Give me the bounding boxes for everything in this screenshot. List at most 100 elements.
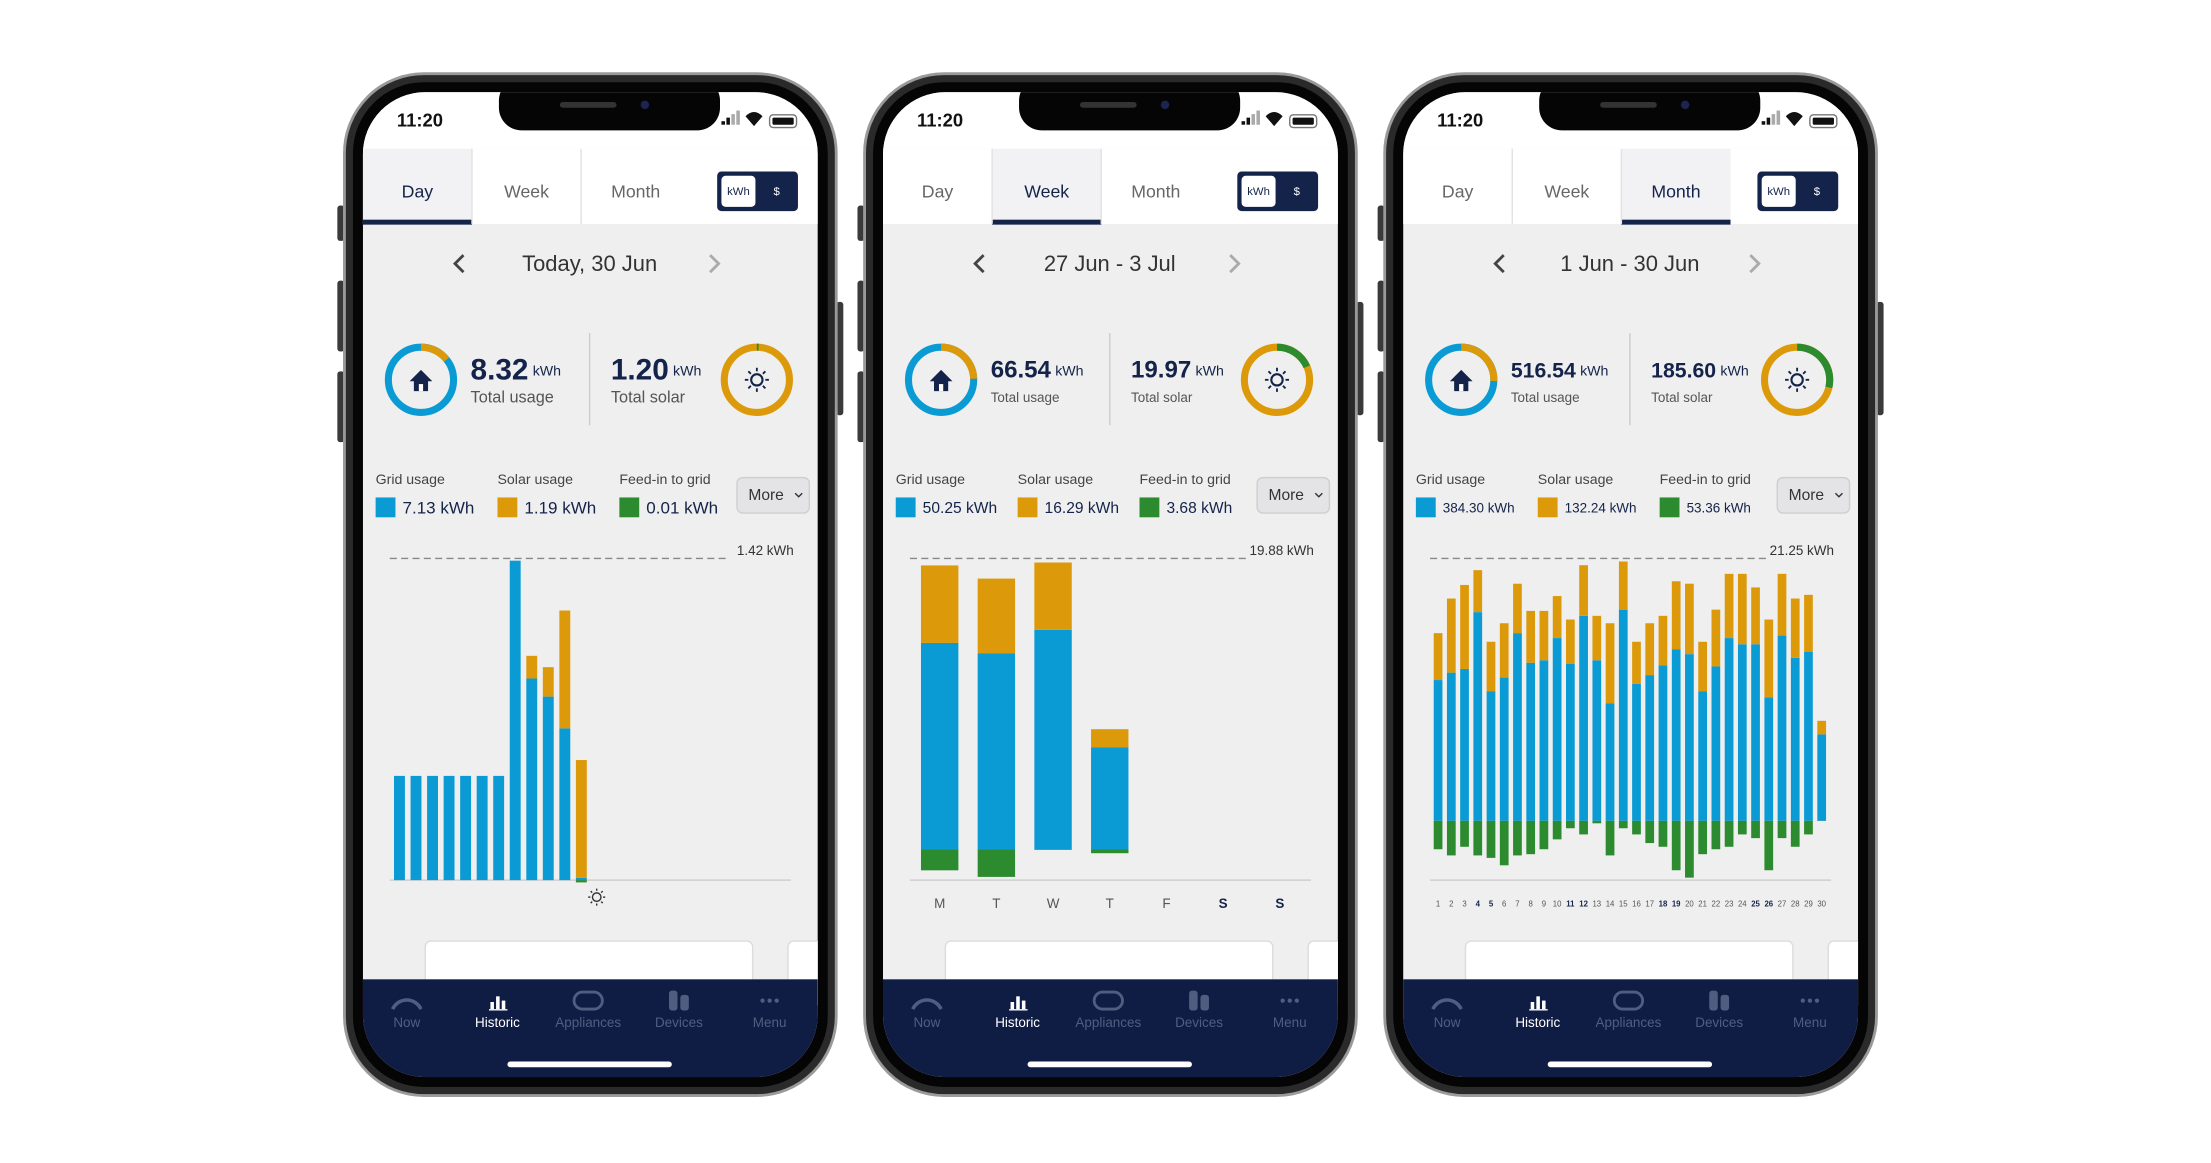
x-tick-label: 7 bbox=[1515, 899, 1519, 908]
nav-label[interactable]: Now bbox=[1434, 1015, 1461, 1030]
sun-ray bbox=[1802, 385, 1807, 389]
unit-option[interactable]: kWh bbox=[1767, 186, 1790, 198]
nav-label[interactable]: Menu bbox=[753, 1015, 787, 1030]
unit-option[interactable]: kWh bbox=[727, 186, 750, 198]
unit-option[interactable]: $ bbox=[774, 186, 781, 198]
date-label: 1 Jun - 30 Jun bbox=[1560, 251, 1699, 276]
unit: kWh bbox=[533, 363, 561, 379]
grid-bar bbox=[1671, 649, 1681, 821]
solar-bar bbox=[1446, 598, 1456, 673]
nav-icon bbox=[391, 998, 423, 1010]
screen-bg bbox=[882, 92, 1338, 1078]
sun-ray bbox=[590, 901, 593, 904]
nav-label[interactable]: Appliances bbox=[1075, 1015, 1141, 1030]
screen: 11:20 Day Week Month kWh $27 Jun - 3 Jul 66.54… bbox=[882, 92, 1338, 1078]
tab[interactable]: Week bbox=[504, 181, 549, 201]
nav-bar bbox=[882, 979, 1338, 1078]
nav-label[interactable]: Appliances bbox=[555, 1015, 621, 1030]
nav-label[interactable]: Appliances bbox=[1596, 1015, 1662, 1030]
value: 8.32 bbox=[471, 353, 529, 386]
tab[interactable]: Day bbox=[402, 181, 434, 201]
feed-in-bar bbox=[1592, 820, 1602, 824]
legend-swatch bbox=[1139, 497, 1160, 518]
x-tick-label: S bbox=[1275, 896, 1284, 911]
grid-bar bbox=[1817, 734, 1827, 821]
nav-icon bbox=[1200, 994, 1209, 1011]
nav-label[interactable]: Devices bbox=[1695, 1015, 1743, 1030]
nav-icon bbox=[1280, 998, 1285, 1003]
sun-ray bbox=[1787, 385, 1792, 389]
nav-icon bbox=[767, 998, 772, 1003]
legend-label: Grid usage bbox=[896, 472, 965, 488]
solar-bar bbox=[1764, 619, 1774, 698]
solar-bar bbox=[1552, 596, 1562, 639]
grid-bar bbox=[1446, 672, 1456, 821]
feed-in-bar bbox=[1737, 820, 1747, 835]
prev-button[interactable] bbox=[1493, 254, 1505, 274]
grid-bar bbox=[1790, 657, 1800, 821]
x-tick-label: 5 bbox=[1489, 899, 1494, 908]
nav-label[interactable]: Now bbox=[393, 1015, 420, 1030]
next-button[interactable] bbox=[1749, 254, 1761, 274]
feed-in-bar bbox=[1526, 820, 1536, 855]
nav-icon bbox=[911, 998, 943, 1010]
speaker bbox=[1600, 102, 1657, 108]
prev-button[interactable] bbox=[973, 254, 985, 274]
grid-bar bbox=[427, 775, 438, 881]
tab[interactable]: Month bbox=[611, 181, 660, 201]
tab[interactable]: Day bbox=[922, 181, 954, 201]
usage-ring-solar bbox=[940, 343, 978, 380]
status-time: 11:20 bbox=[917, 110, 963, 131]
signal-bar bbox=[1776, 110, 1781, 125]
more-button[interactable] bbox=[1776, 476, 1851, 514]
more-label[interactable]: More bbox=[1789, 487, 1824, 504]
nav-label[interactable]: Devices bbox=[655, 1015, 703, 1030]
tab[interactable]: Month bbox=[1131, 181, 1180, 201]
legend-swatch bbox=[1537, 497, 1558, 518]
wifi-icon bbox=[1785, 111, 1803, 127]
tab[interactable]: Day bbox=[1442, 181, 1474, 201]
solar-bar bbox=[1751, 587, 1760, 645]
nav-label[interactable]: Historic bbox=[1515, 1015, 1560, 1030]
nav-label[interactable]: Now bbox=[913, 1015, 940, 1030]
solar-bar bbox=[575, 760, 587, 878]
feed-in-bar bbox=[1685, 820, 1694, 878]
grid-bar bbox=[1645, 675, 1655, 821]
house-door bbox=[1459, 384, 1464, 392]
more-label[interactable]: More bbox=[1268, 487, 1304, 504]
nav-label[interactable]: Menu bbox=[1793, 1015, 1827, 1030]
more-button[interactable] bbox=[1256, 476, 1331, 514]
tab[interactable]: Month bbox=[1651, 181, 1700, 201]
more-label[interactable]: More bbox=[748, 487, 784, 504]
next-button[interactable] bbox=[1229, 254, 1241, 274]
legend-swatch bbox=[895, 497, 916, 518]
prev-button[interactable] bbox=[452, 254, 465, 274]
side-button bbox=[337, 280, 345, 352]
screen-bg bbox=[362, 92, 818, 1078]
next-button[interactable] bbox=[709, 254, 721, 274]
nav-label[interactable]: Devices bbox=[1175, 1015, 1223, 1030]
more-button[interactable] bbox=[736, 476, 811, 514]
total-usage-value: 66.54 kWh bbox=[991, 357, 1084, 384]
grid-bar bbox=[977, 653, 1016, 850]
tab[interactable]: Week bbox=[1024, 181, 1069, 201]
solar-bar bbox=[1632, 641, 1641, 684]
nav-label[interactable]: Menu bbox=[1273, 1015, 1307, 1030]
x-tick-label: 23 bbox=[1725, 899, 1734, 908]
unit-option[interactable]: kWh bbox=[1247, 186, 1270, 198]
sun-icon bbox=[1790, 373, 1804, 387]
unit-option[interactable]: $ bbox=[1814, 186, 1821, 198]
feed-in-bar bbox=[1632, 820, 1641, 835]
grid-bar bbox=[410, 775, 422, 881]
feed-in-bar bbox=[1724, 820, 1734, 847]
solar-bar bbox=[1645, 623, 1655, 676]
x-tick-label: 17 bbox=[1645, 899, 1654, 908]
nav-label[interactable]: Historic bbox=[475, 1015, 520, 1030]
nav-icon bbox=[1612, 990, 1645, 1011]
x-tick-label: 3 bbox=[1462, 899, 1466, 908]
unit-option[interactable]: $ bbox=[1294, 186, 1301, 198]
tab[interactable]: Week bbox=[1544, 181, 1589, 201]
legend-label: Feed-in to grid bbox=[619, 472, 710, 488]
x-tick-label: 8 bbox=[1529, 899, 1533, 908]
nav-label[interactable]: Historic bbox=[995, 1015, 1040, 1030]
